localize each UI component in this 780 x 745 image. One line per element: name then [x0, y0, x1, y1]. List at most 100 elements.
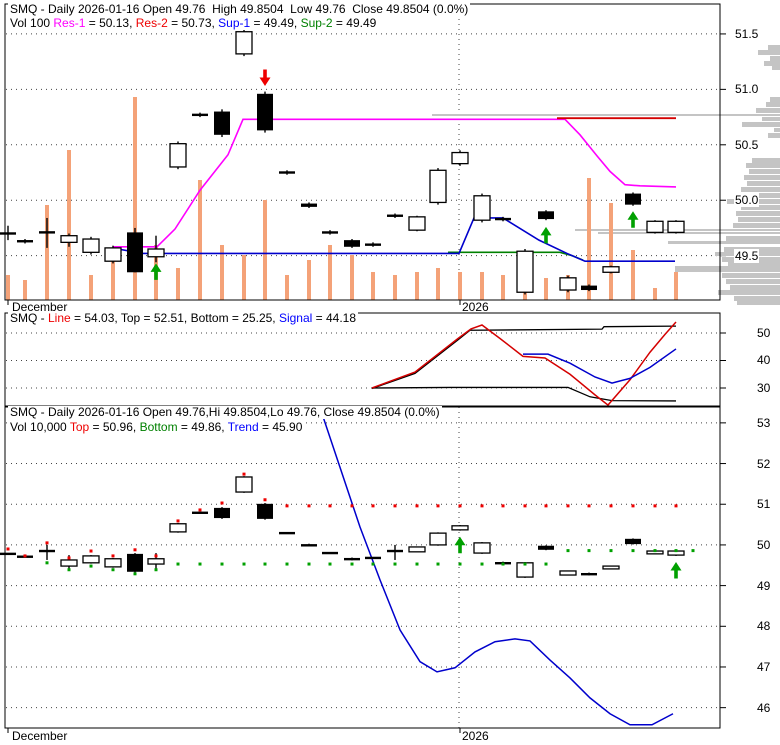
- dot-bottom-dotted-green: [154, 568, 158, 572]
- dot-bottom-dotted-green: [691, 549, 695, 553]
- candle-down: [538, 545, 554, 550]
- title-segment: = 50.73,: [167, 16, 219, 30]
- candle-up: [408, 216, 426, 231]
- y-tick-label: 48: [756, 619, 772, 634]
- dot-top-dotted-red: [6, 547, 10, 551]
- dot-top-dotted-red: [674, 504, 678, 508]
- volume-profile-bar: [762, 117, 780, 121]
- volume-bar: [220, 245, 224, 300]
- candle-up: [147, 248, 165, 258]
- dot-top-dotted-red: [328, 504, 332, 508]
- candle-up: [147, 558, 165, 565]
- panel2-title: SMQ - Line = 54.03, Top = 52.51, Bottom …: [8, 311, 359, 325]
- candle-doji: [0, 552, 16, 556]
- volume-bar: [89, 275, 93, 300]
- candle-up: [169, 523, 187, 533]
- dot-bottom-dotted-green: [371, 562, 375, 566]
- volume-profile-bar: [774, 128, 780, 132]
- dot-bottom-dotted-green: [133, 572, 137, 576]
- dot-bottom-dotted-green: [501, 562, 505, 566]
- candle-doji: [39, 231, 55, 234]
- candle-down: [581, 285, 597, 291]
- candle-doji: [192, 113, 208, 117]
- series-signal-blue: [523, 348, 677, 384]
- volume-profile-bar: [737, 301, 780, 305]
- candle-down: [344, 557, 360, 561]
- volume-bar: [176, 268, 180, 300]
- dot-bottom-dotted-green: [544, 562, 548, 566]
- volume-profile-bar: [432, 114, 780, 116]
- volume-bar: [350, 255, 354, 300]
- dot-top-dotted-red: [631, 504, 635, 508]
- buy-arrow-icon: [454, 536, 466, 554]
- dot-bottom-dotted-green: [609, 549, 613, 553]
- title-segment: = 44.18: [312, 311, 357, 325]
- title-segment: Top: [69, 420, 90, 434]
- title-segment: = 54.03, Top = 52.51, Bottom = 25.25,: [70, 311, 279, 325]
- x-label-december-bottom: December: [12, 729, 68, 743]
- candle-up: [451, 151, 469, 165]
- y-tick-label: 49.5: [734, 248, 760, 263]
- x-label-year-bottom: 2026: [462, 729, 489, 743]
- candle-doji: [365, 556, 381, 560]
- y-tick-label: 53: [756, 415, 772, 430]
- dot-bottom-dotted-green: [415, 562, 419, 566]
- volume-bar: [393, 275, 397, 300]
- title-segment: Bottom: [139, 420, 178, 434]
- dot-bottom-dotted-green: [674, 549, 678, 553]
- volume-profile-bar: [749, 169, 780, 174]
- y-tick-label: 51.5: [734, 26, 760, 41]
- candle-up: [602, 565, 620, 570]
- dot-top-dotted-red: [263, 498, 267, 502]
- dot-bottom-dotted-green: [587, 549, 591, 553]
- candle-down: [301, 203, 317, 207]
- volume-bar: [328, 245, 332, 300]
- dot-top-dotted-red: [154, 554, 158, 558]
- volume-profile-bar: [730, 285, 780, 290]
- y-tick-label: 49: [756, 578, 772, 593]
- panel3-title: SMQ - Daily 2026-01-16 Open 49.76,Hi 49.…: [8, 406, 442, 419]
- volume-profile-bar: [728, 262, 780, 266]
- dot-top-dotted-red: [566, 504, 570, 508]
- volume-profile-bar: [734, 296, 780, 301]
- panel1-subtitle: Vol 100 Res-1 = 50.13, Res-2 = 50.73, Su…: [8, 16, 379, 30]
- candle-up: [559, 570, 577, 576]
- volume-profile-bar: [756, 108, 780, 113]
- dot-bottom-dotted-green: [176, 562, 180, 566]
- candle-doji: [192, 511, 208, 514]
- candle-up: [559, 277, 577, 291]
- dot-top-dotted-red: [133, 548, 137, 552]
- volume-profile-bar: [742, 122, 780, 127]
- volume-bar: [6, 275, 10, 300]
- y-tick-label: 50: [756, 537, 772, 552]
- candle-down: [214, 507, 230, 519]
- dot-top-dotted-red: [176, 519, 180, 523]
- title-segment: = 49.49,: [250, 16, 301, 30]
- volume-bar: [587, 178, 591, 300]
- volume-profile-bar: [718, 290, 780, 295]
- y-tick-label: 47: [756, 659, 772, 674]
- dot-top-dotted-red: [523, 504, 527, 508]
- dot-bottom-dotted-green: [458, 562, 462, 566]
- dot-bottom-dotted-green: [523, 562, 527, 566]
- dot-bottom-dotted-green: [67, 568, 71, 572]
- y-tick-label: 51.0: [734, 82, 760, 97]
- volume-bar: [480, 272, 484, 300]
- dot-top-dotted-red: [23, 554, 27, 558]
- dot-bottom-dotted-green: [198, 562, 202, 566]
- dot-bottom-dotted-green: [263, 562, 267, 566]
- series-bottom-black: [371, 386, 677, 402]
- candle-up: [408, 546, 426, 553]
- candle-down: [214, 111, 230, 135]
- candle-down: [538, 211, 554, 220]
- candle-down: [344, 240, 360, 247]
- volume-bar: [285, 275, 289, 300]
- volume-profile-bar: [764, 61, 780, 66]
- dot-top-dotted-red: [242, 472, 246, 476]
- volume-profile-bar: [741, 187, 780, 192]
- candle-up: [235, 476, 253, 493]
- dot-top-dotted-red: [307, 504, 311, 508]
- candle-up: [60, 559, 78, 567]
- volume-profile-bar: [770, 97, 780, 102]
- volume-bar: [653, 288, 657, 300]
